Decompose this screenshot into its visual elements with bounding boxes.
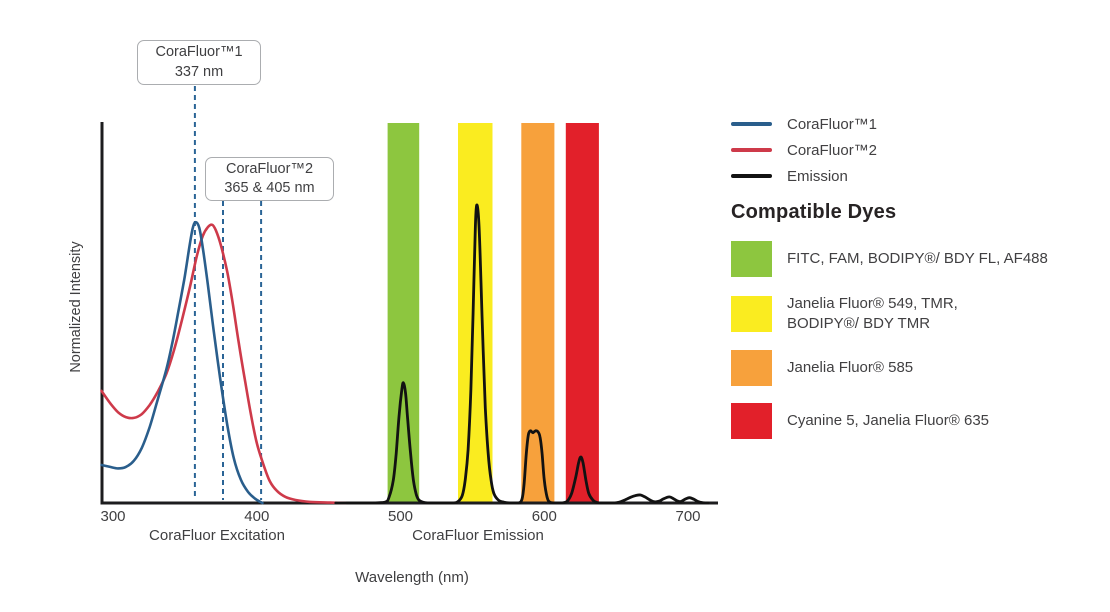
legend-panel: CoraFluor™1 CoraFluor™2 Emission Compati… [731, 111, 1105, 439]
x-tick-label: 700 [675, 508, 700, 525]
x-tick-label: 400 [244, 508, 269, 525]
axis-section-label-emission: CoraFluor Emission [412, 527, 544, 544]
dye-label-line: BODIPY®/ BDY TMR [787, 314, 931, 332]
x-tick-label: 300 [100, 508, 125, 525]
dye-label: Cyanine 5, Janelia Fluor® 635 [787, 411, 989, 431]
y-axis-label: Normalized Intensity [68, 241, 84, 373]
dye-item-red: Cyanine 5, Janelia Fluor® 635 [731, 403, 1105, 439]
callout-corafluor2-title: CoraFluor™2 [225, 160, 314, 177]
dye-label: Janelia Fluor® 549, TMR, BODIPY®/ BDY TMR [787, 294, 958, 333]
callout-corafluor1-value: 337 nm [174, 63, 224, 80]
excitation-curve-corafluor1 [100, 220, 264, 505]
dye-label-line: Cyanine 5, Janelia Fluor® 635 [787, 412, 990, 430]
dye-swatch-orange [731, 350, 772, 386]
axis-section-label-excitation: CoraFluor Excitation [149, 527, 285, 544]
dye-swatch-red [731, 403, 772, 439]
x-tick-label: 600 [532, 508, 557, 525]
dye-label-line: Janelia Fluor® 585 [787, 359, 914, 377]
callout-corafluor1-title: CoraFluor™1 [155, 44, 243, 61]
compatible-dyes-heading: Compatible Dyes [731, 201, 897, 223]
dye-item-yellow: Janelia Fluor® 549, TMR, BODIPY®/ BDY TMR [731, 294, 1105, 333]
legend-line-swatch-black [731, 174, 772, 178]
legend-item-label: CoraFluor™2 [787, 141, 878, 159]
excitation-curve-corafluor2 [100, 223, 348, 505]
callout-corafluor1: CoraFluor™1 337 nm [137, 40, 261, 85]
callout-corafluor2-value: 365 & 405 nm [224, 180, 315, 196]
legend-line-swatch-red [731, 148, 772, 152]
dye-swatch-yellow [731, 295, 772, 332]
legend-item-label: CoraFluor™1 [787, 115, 878, 133]
dye-swatch-green [731, 241, 772, 277]
x-axis-label: Wavelength (nm) [355, 569, 469, 586]
x-tick-label: 500 [388, 508, 413, 525]
legend-line-swatch-blue [731, 122, 772, 126]
dye-band-red [565, 123, 599, 503]
dye-label: Janelia Fluor® 585 [787, 358, 913, 378]
dye-label: FITC, FAM, BODIPY®/ BDY FL, AF488 [787, 249, 1048, 269]
legend-item-corafluor2: CoraFluor™2 [731, 137, 1105, 163]
dye-item-green: FITC, FAM, BODIPY®/ BDY FL, AF488 [731, 241, 1105, 277]
dye-label-line: Janelia Fluor® 549, TMR, [787, 295, 958, 312]
dye-item-orange: Janelia Fluor® 585 [731, 350, 1105, 386]
emission-curve [334, 203, 710, 505]
dye-label-line: FITC, FAM, BODIPY®/ BDY FL, AF488 [787, 250, 1048, 268]
callout-corafluor2: CoraFluor™2 365 & 405 nm [205, 157, 334, 201]
legend-item-corafluor1: CoraFluor™1 [731, 111, 1105, 137]
dye-band-green [387, 123, 420, 503]
legend-item-label: Emission [787, 167, 848, 185]
legend-item-emission: Emission [731, 163, 1105, 189]
